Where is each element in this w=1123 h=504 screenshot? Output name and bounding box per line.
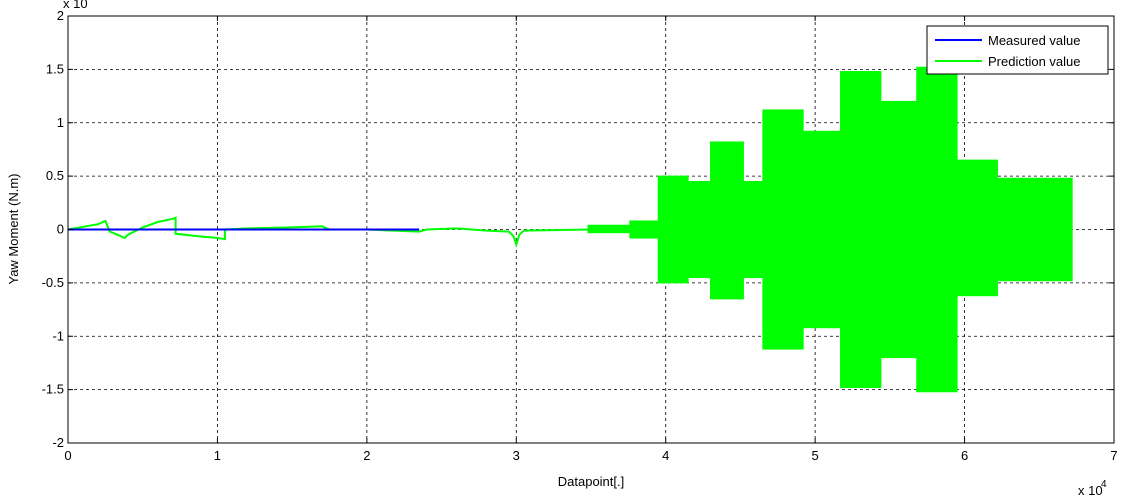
x-tick-label: 3 [513,448,520,463]
oscillation-band [762,109,804,350]
y-tick-label: 0 [57,222,64,237]
legend-box [926,25,1109,75]
legend: Measured value Prediction value [926,25,1109,75]
y-axis-ticks: -2 -1.5 -1 -0.5 0 0.5 1 1.5 2 [42,8,1114,450]
oscillation-band [996,177,1073,282]
y-tick-label: 1 [57,115,64,130]
y-tick-label: 0.5 [46,168,64,183]
x-tick-label: 0 [64,448,71,463]
oscillation-band [657,175,689,284]
y-tick-label: -2 [52,435,64,450]
oscillation-band [587,224,631,234]
series-layer [67,66,1073,393]
oscillation-band [687,180,712,279]
y-tick-label: 1.5 [46,61,64,76]
x-tick-label: 2 [363,448,370,463]
oscillation-band [916,66,958,393]
y-axis-label: Yaw Moment (N.m) [6,174,21,285]
x-tick-label: 7 [1110,448,1117,463]
x-tick-label: 4 [662,448,669,463]
x-exponent: x 10 4 [1078,479,1107,498]
x-tick-label: 1 [214,448,221,463]
y-exponent-label: x 10 [63,0,88,11]
y-tick-label: -1 [52,328,64,343]
oscillation-band [840,71,882,388]
oscillation-band [629,220,659,239]
series-prediction-value [67,66,1073,393]
oscillation-band [802,130,842,329]
oscillation-band [880,100,918,359]
x-exponent-label: x 10 [1078,483,1103,498]
plot-area [67,15,1115,444]
x-tick-label: 6 [961,448,968,463]
oscillation-band [710,141,744,300]
y-tick-label: -0.5 [42,275,64,290]
x-tick-label: 5 [812,448,819,463]
x-exponent-power: 4 [1101,479,1107,490]
x-axis-label: Datapoint[.] [558,474,625,489]
legend-label-measured: Measured value [988,33,1081,48]
x-axis-ticks: 0 1 2 3 4 5 6 7 [64,16,1118,463]
oscillation-band [956,159,998,297]
y-tick-label: 2 [57,8,64,23]
legend-label-prediction: Prediction value [988,54,1081,69]
oscillation-band [742,180,764,279]
y-tick-label: -1.5 [42,382,64,397]
